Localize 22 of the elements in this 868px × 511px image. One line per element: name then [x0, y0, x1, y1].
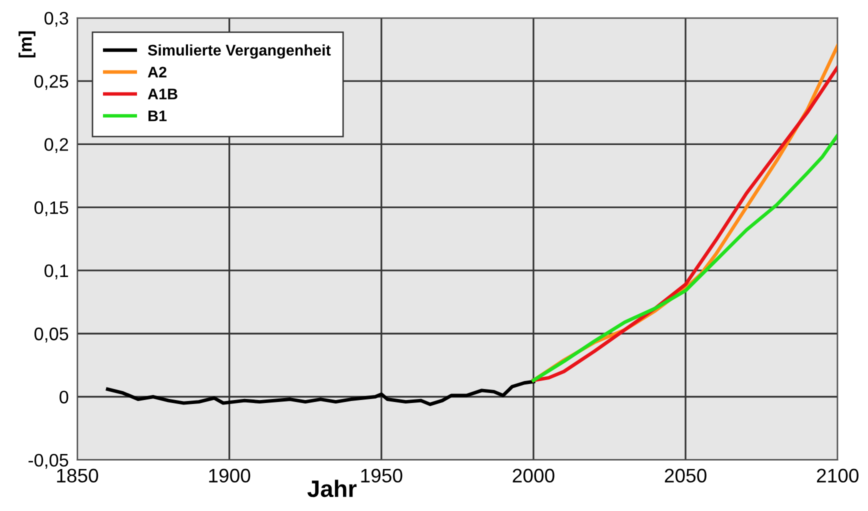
y-axis-title: [m] [18, 31, 36, 58]
x-tick-label: 2050 [664, 468, 706, 483]
x-tick-label: 2000 [512, 468, 554, 483]
y-tick-label: 0,05 [34, 328, 68, 342]
y-tick-label: -0,05 [28, 454, 68, 469]
y-tick-label: 0,15 [34, 201, 68, 216]
y-tick-label: 0,1 [44, 264, 68, 280]
legend-label: A2 [148, 66, 166, 78]
x-tick-label: 1950 [361, 468, 402, 483]
y-tick-label: 0 [60, 390, 68, 404]
x-tick-label: 2100 [816, 468, 858, 483]
legend-label: Simulierte Vergangenheit [148, 44, 331, 59]
legend-label: B1 [148, 110, 167, 122]
x-tick-label: 1900 [209, 468, 250, 483]
line-series [532, 134, 838, 382]
y-tick-label: 0,2 [44, 138, 68, 154]
x-tick-label: 1850 [57, 468, 98, 483]
legend-label: A1B [148, 88, 178, 100]
x-axis-title: Jahr [307, 480, 357, 498]
line-series [106, 380, 536, 406]
y-tick-label: 0,25 [34, 74, 68, 90]
y-tick-label: 0,3 [44, 12, 68, 27]
